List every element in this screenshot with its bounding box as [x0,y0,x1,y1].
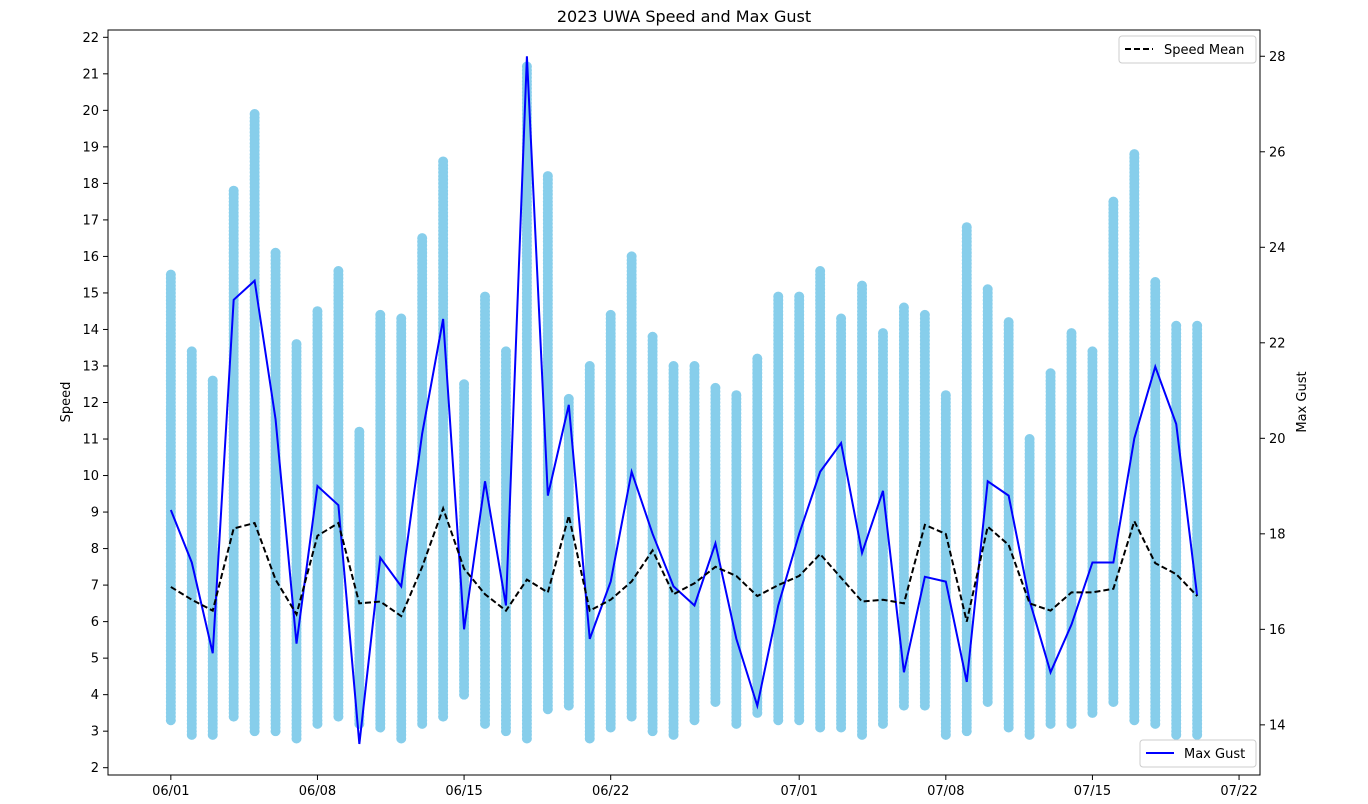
scatter-point [354,426,365,437]
scatter-point [794,291,805,302]
scatter-point [291,339,302,350]
scatter-point [186,346,197,357]
scatter-point [982,284,993,295]
scatter-point [836,313,847,324]
scatter-point [668,360,679,371]
scatter-point [647,331,658,342]
scatter-point [396,313,407,324]
plot-area [108,30,1260,775]
scatter-point [459,379,470,390]
scatter-point [898,302,909,313]
scatter-point [249,109,260,119]
scatter-point [815,266,826,277]
scatter-point [1045,368,1056,379]
scatter-point [228,185,239,196]
scatter-point [584,360,595,371]
scatter-point [500,346,511,357]
scatter-point [417,233,428,244]
scatter-point [857,280,868,291]
scatter-point [333,266,344,277]
scatter-point [207,375,218,386]
scatter-point [877,328,888,339]
scatter-point [312,306,323,317]
scatter-point [940,390,951,401]
scatter-point [689,360,700,371]
scatter-point [731,390,742,401]
scatter-point [605,309,616,320]
scatter-point [626,251,637,262]
scatter-point [919,309,930,320]
scatter-point [480,291,491,302]
scatter-point [563,393,574,404]
scatter-point [710,382,721,393]
scatter-point [773,291,784,302]
scatter-point [542,171,553,182]
scatter-point [752,353,763,364]
scatter-point [438,156,449,167]
scatter-point [1024,434,1035,445]
scatter-point [961,222,972,233]
scatter-point [375,309,386,320]
scatter-point [165,269,176,280]
scatter-point [270,247,281,258]
scatter-point [1003,317,1014,328]
